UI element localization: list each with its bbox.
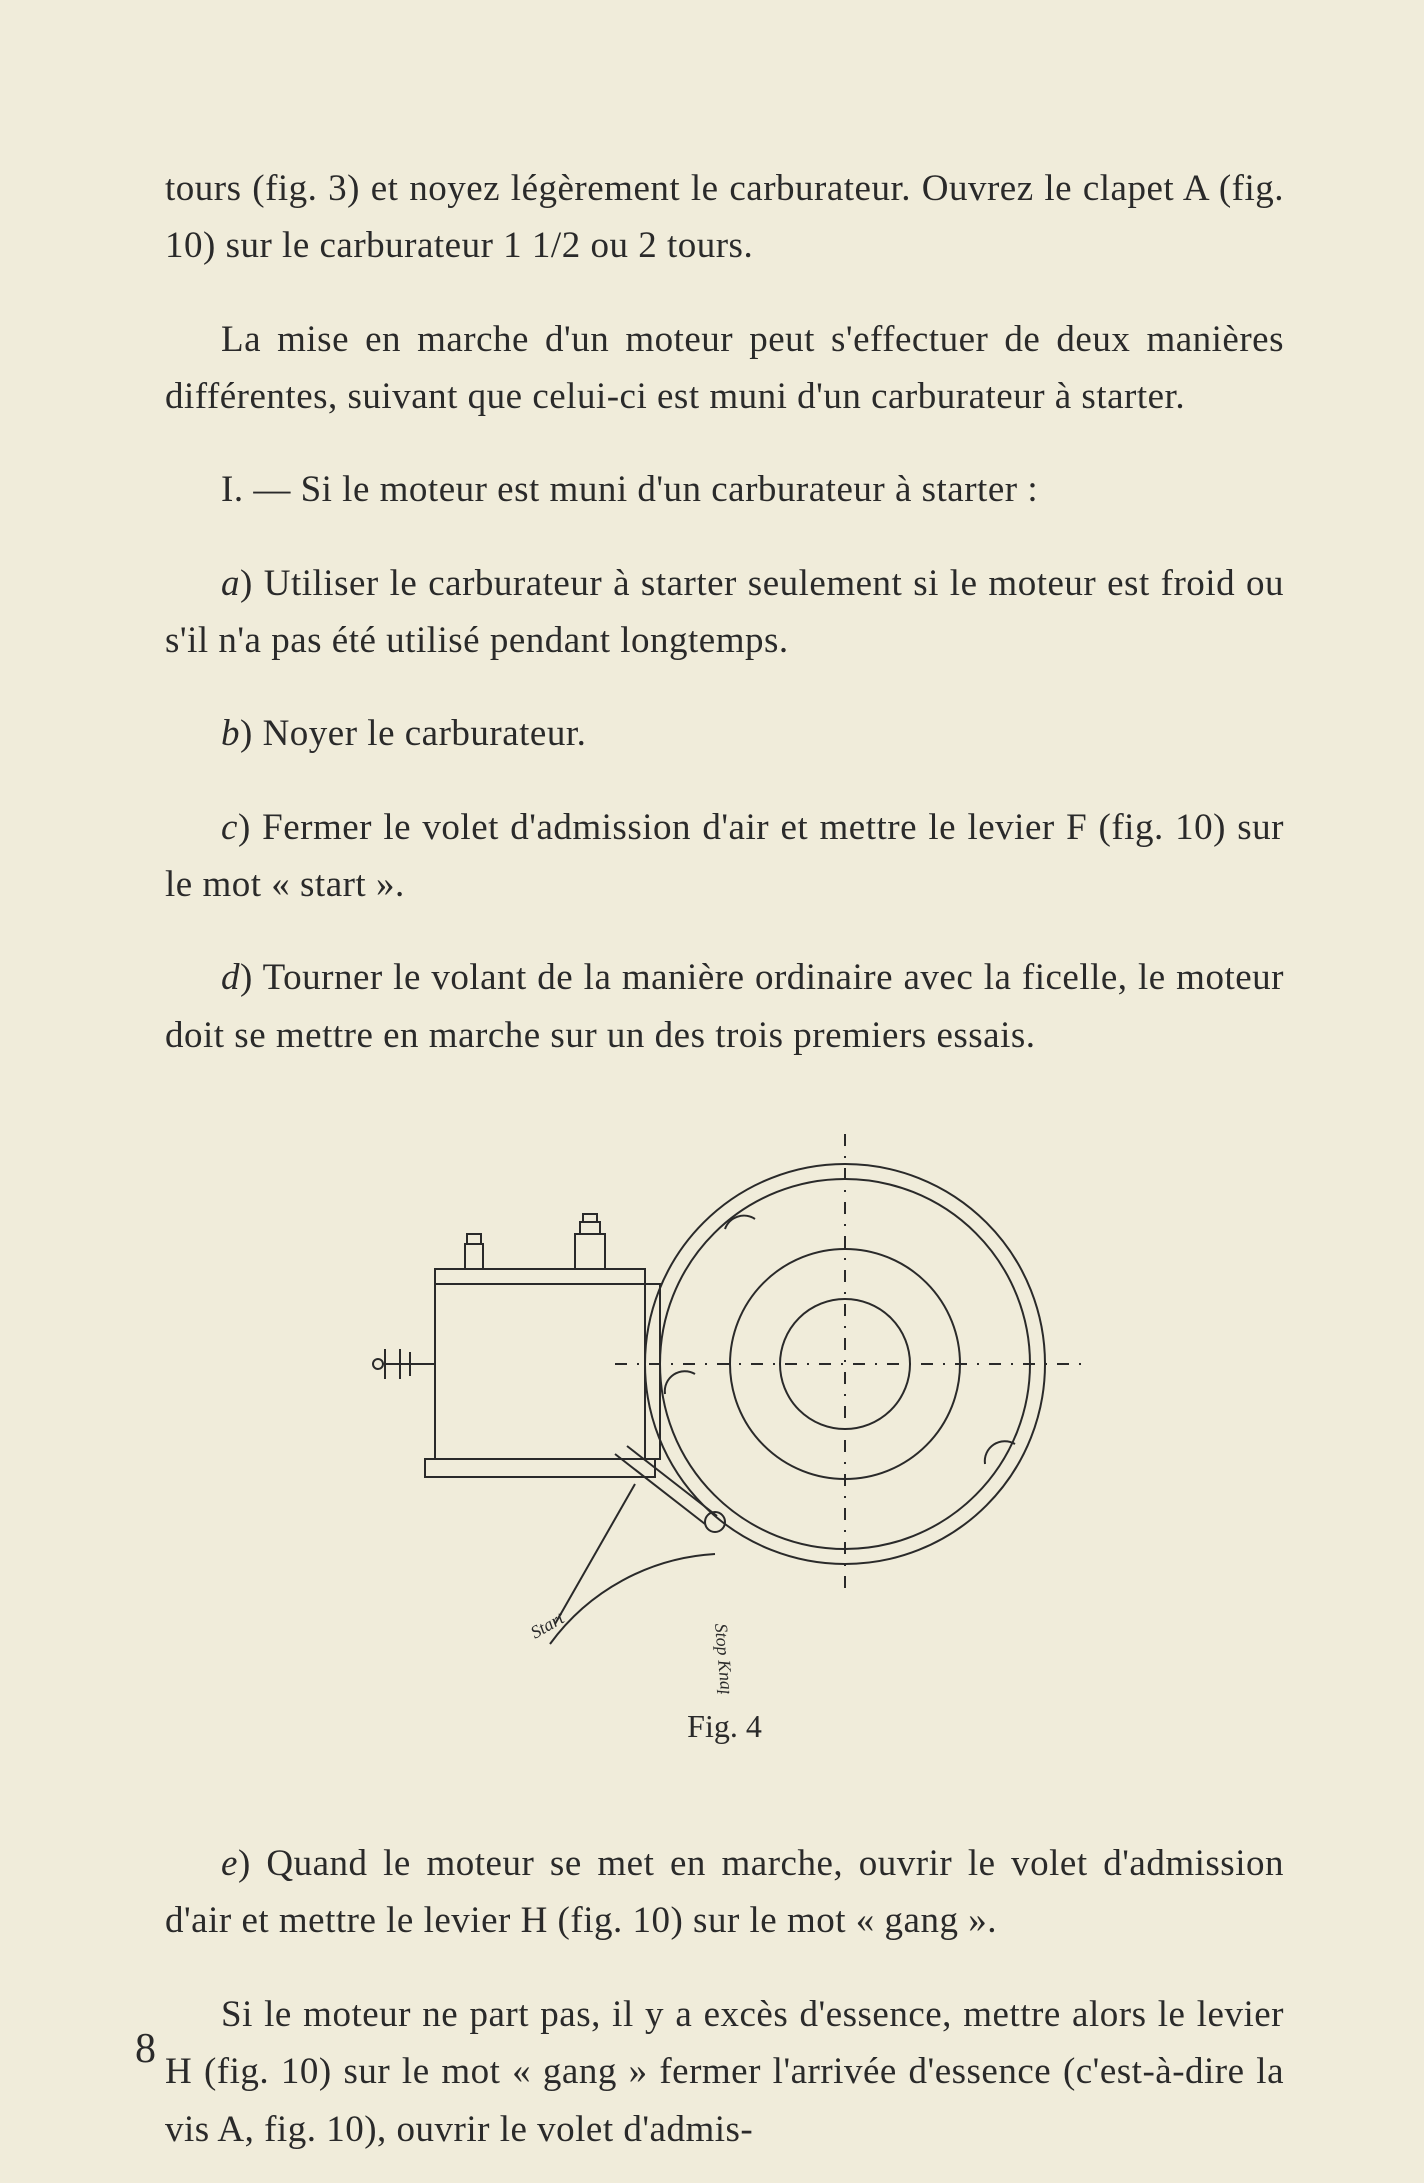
paragraph-4-text: ) Utiliser le carburateur à starter seul… xyxy=(165,563,1284,661)
paragraph-4: a) Utiliser le carburateur à starter seu… xyxy=(165,555,1284,670)
list-marker-c: c xyxy=(221,807,238,848)
paragraph-7-text: ) Tourner le volant de la manière ordina… xyxy=(165,957,1284,1055)
paragraph-8-text: ) Quand le moteur se met en marche, ouvr… xyxy=(165,1843,1284,1941)
list-marker-a: a xyxy=(221,563,240,604)
page-number: 8 xyxy=(135,2025,156,2073)
paragraph-2: La mise en marche d'un moteur peut s'eff… xyxy=(165,311,1284,426)
paragraph-8: e) Quand le moteur se met en marche, ouv… xyxy=(165,1835,1284,1950)
figure-caption: Fig. 4 xyxy=(165,1708,1284,1745)
engine-diagram-icon: Start Stop Knap xyxy=(345,1134,1105,1694)
paragraph-9: Si le moteur ne part pas, il y a excès d… xyxy=(165,1986,1284,2158)
list-marker-d: d xyxy=(221,957,240,998)
paragraph-6: c) Fermer le volet d'admission d'air et … xyxy=(165,799,1284,914)
paragraph-1: tours (fig. 3) et noyez légèrement le ca… xyxy=(165,160,1284,275)
page: tours (fig. 3) et noyez légèrement le ca… xyxy=(0,0,1424,2183)
list-marker-e: e xyxy=(221,1843,238,1884)
label-stop-knop: Stop Knap xyxy=(711,1623,738,1694)
paragraph-6-text: ) Fermer le volet d'admission d'air et m… xyxy=(165,807,1284,905)
paragraph-5: b) Noyer le carburateur. xyxy=(165,705,1284,762)
paragraph-5-text: ) Noyer le carburateur. xyxy=(240,713,586,754)
figure-4: Start Stop Knap Fig. 4 xyxy=(165,1134,1284,1745)
paragraph-3-heading: I. — Si le moteur est muni d'un carburat… xyxy=(165,461,1284,518)
paragraph-7: d) Tourner le volant de la manière ordin… xyxy=(165,949,1284,1064)
list-marker-b: b xyxy=(221,713,240,754)
